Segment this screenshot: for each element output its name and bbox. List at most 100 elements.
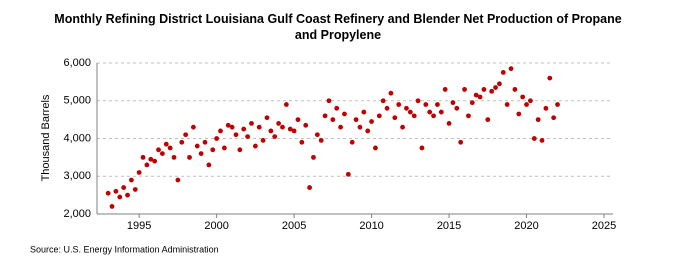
y-tick-label: 3,000 [63, 170, 91, 182]
data-point [159, 151, 165, 157]
data-point [221, 145, 227, 151]
data-point [280, 124, 285, 130]
data-point [311, 154, 316, 160]
data-point [361, 109, 367, 115]
data-point [376, 113, 382, 119]
data-point [450, 100, 456, 106]
data-point [144, 162, 150, 168]
data-point [272, 134, 278, 140]
x-tick-label: 2020 [514, 220, 538, 232]
data-point [419, 145, 425, 151]
x-tick-label: 2010 [359, 220, 383, 232]
data-point [175, 177, 181, 183]
data-point [384, 105, 390, 111]
data-point [132, 187, 138, 192]
data-point [167, 145, 173, 151]
data-point [535, 117, 541, 123]
y-tick-label: 5,000 [63, 95, 91, 107]
data-point [156, 147, 161, 153]
data-point [423, 102, 429, 107]
data-point [190, 124, 196, 130]
source-note: Source: U.S. Energy Information Administ… [30, 244, 219, 254]
data-point [307, 185, 312, 190]
x-tick-label: 2015 [437, 220, 461, 232]
data-point [400, 124, 405, 130]
data-point [543, 105, 549, 111]
data-point [117, 194, 123, 200]
data-point [345, 171, 351, 177]
data-point [365, 128, 371, 134]
data-point [547, 75, 553, 81]
data-point [229, 124, 235, 130]
data-point [245, 134, 251, 140]
data-point [338, 124, 343, 130]
data-point [218, 128, 223, 134]
data-point [249, 121, 254, 126]
data-point [233, 132, 239, 138]
data-point [466, 113, 471, 119]
data-point [140, 154, 146, 160]
data-point [179, 139, 185, 145]
data-point [508, 66, 514, 72]
data-point [303, 122, 309, 128]
data-point [528, 98, 533, 104]
data-point [531, 136, 537, 141]
data-point [264, 115, 270, 121]
data-point [516, 111, 522, 117]
y-tick-label: 4,000 [63, 132, 91, 144]
data-point [171, 154, 177, 160]
data-point [214, 136, 220, 141]
data-point [163, 141, 169, 147]
data-point [512, 87, 518, 92]
data-point [276, 121, 282, 126]
data-point [342, 111, 347, 117]
data-point [330, 117, 336, 123]
data-point [388, 90, 394, 96]
data-point [500, 70, 506, 75]
data-point [427, 109, 433, 115]
data-point [125, 192, 130, 198]
data-point [152, 158, 158, 164]
data-point [109, 204, 115, 209]
data-point [287, 126, 293, 132]
data-point [256, 124, 262, 130]
data-point [477, 94, 483, 100]
data-point [373, 145, 378, 151]
y-tick-label: 2,000 [63, 208, 91, 220]
data-point [520, 94, 526, 100]
data-point [357, 124, 363, 130]
data-point [485, 117, 491, 123]
data-point [318, 137, 324, 143]
data-point [121, 185, 127, 190]
data-point [183, 132, 189, 138]
data-point [268, 128, 274, 134]
data-point [105, 190, 111, 196]
data-point [438, 109, 444, 115]
data-point [431, 113, 436, 119]
data-point [252, 143, 258, 149]
data-point [291, 128, 297, 134]
data-point [555, 102, 560, 107]
y-tick-label: 6,000 [63, 57, 91, 69]
x-tick-label: 2000 [204, 220, 228, 232]
data-point [349, 139, 355, 145]
data-point [202, 139, 208, 145]
data-point [353, 117, 359, 123]
data-point [454, 105, 460, 111]
data-point [411, 113, 417, 119]
x-tick-label: 2005 [282, 220, 306, 232]
data-point [504, 102, 510, 107]
data-point [442, 87, 448, 92]
data-point [458, 139, 464, 145]
data-point [113, 188, 119, 194]
data-point [326, 98, 332, 104]
data-point [489, 88, 495, 94]
data-point [283, 102, 289, 107]
data-point [469, 100, 475, 106]
data-point [404, 105, 409, 111]
data-point [295, 117, 301, 123]
data-point [380, 98, 386, 104]
data-point [435, 102, 440, 107]
data-point [551, 115, 557, 121]
